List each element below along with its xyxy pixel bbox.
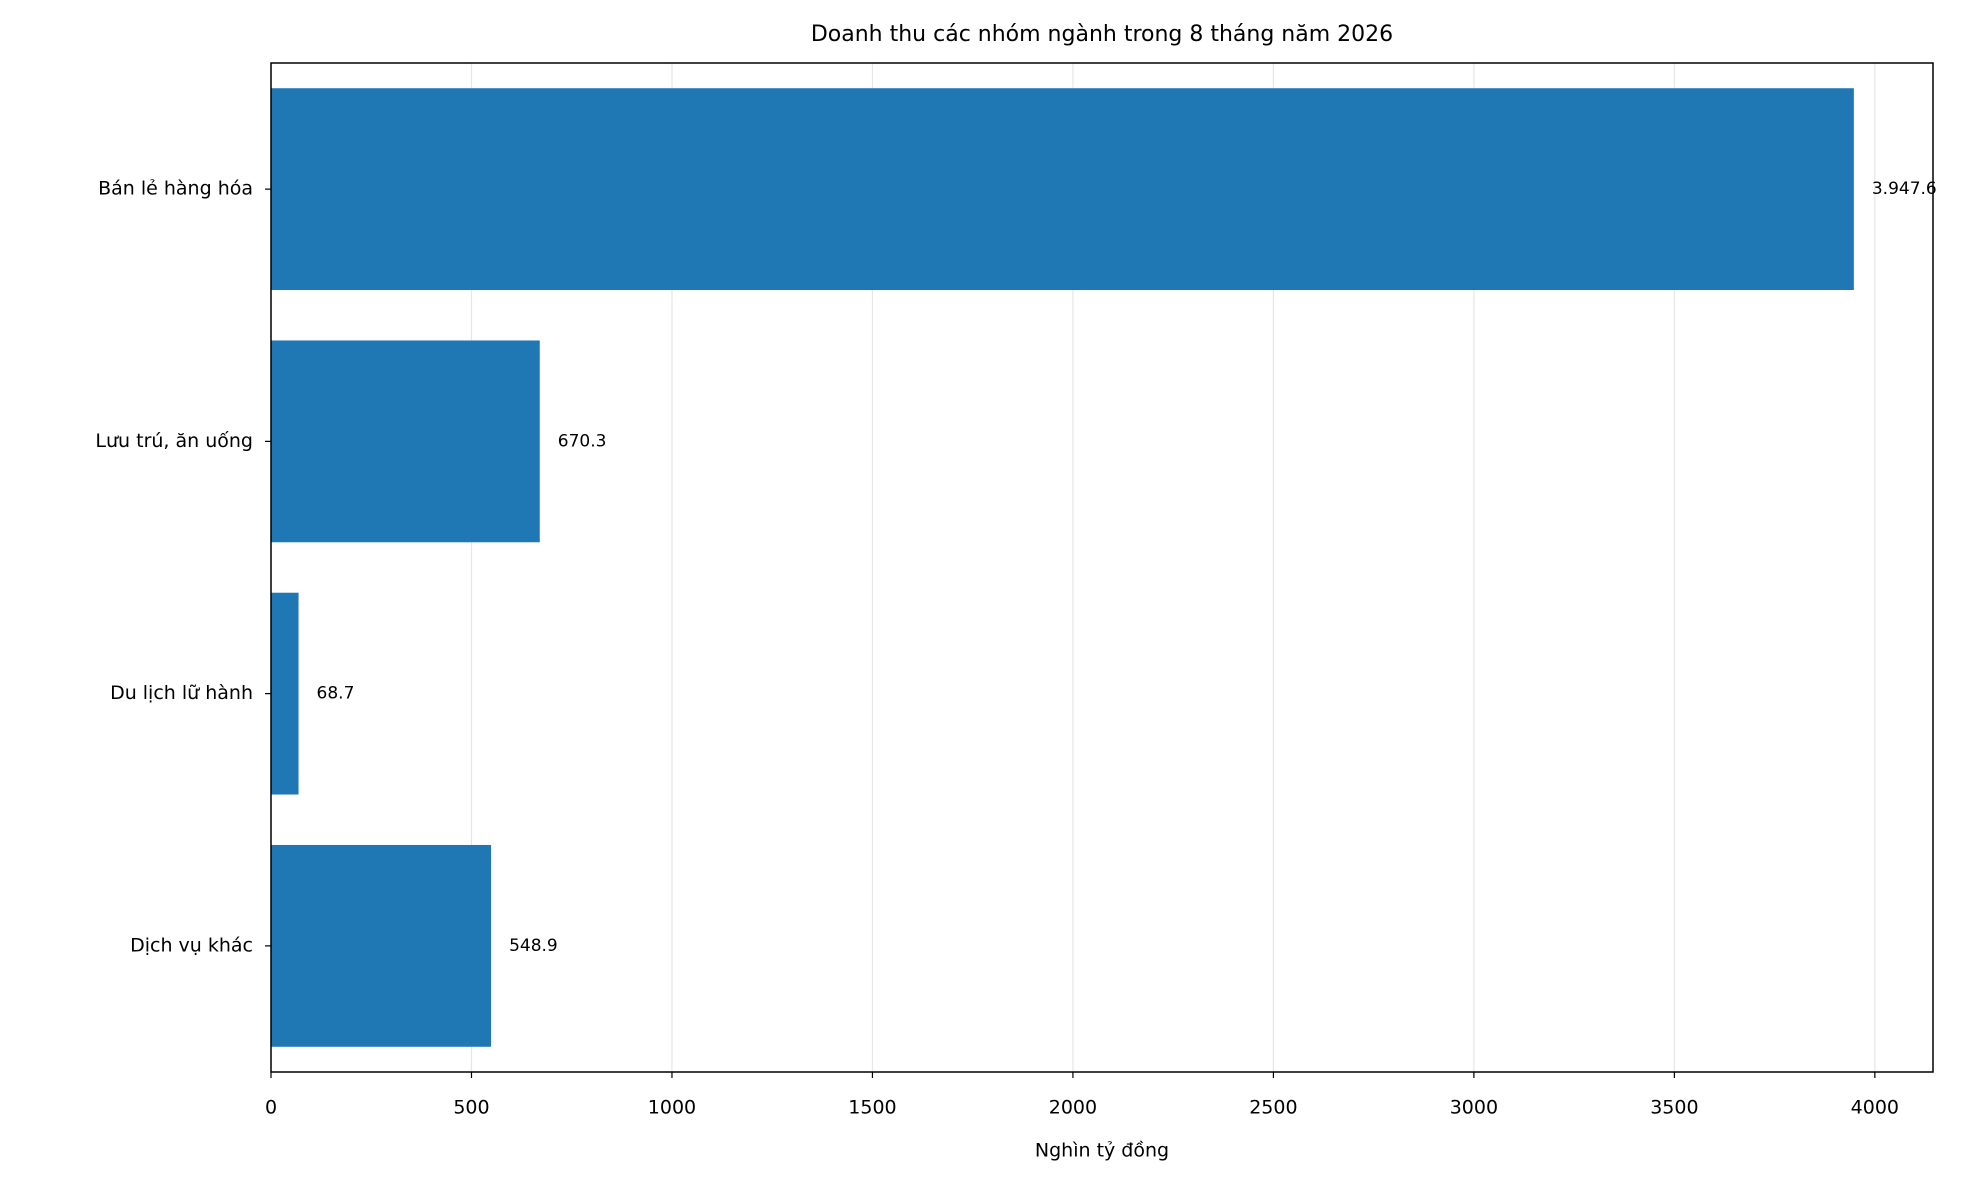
- x-tick-label: 4000: [1851, 1097, 1899, 1119]
- x-axis-label: Nghìn tỷ đồng: [1035, 1140, 1169, 1162]
- y-tick-label: Bán lẻ hàng hóa: [98, 178, 253, 200]
- x-tick-label: 500: [453, 1097, 489, 1119]
- value-label: 670.3: [558, 431, 607, 451]
- bar: [271, 844, 492, 1047]
- bar: [271, 592, 299, 795]
- y-tick-label: Lưu trú, ăn uống: [95, 430, 253, 452]
- bar: [271, 88, 1854, 291]
- chart-title: Doanh thu các nhóm ngành trong 8 tháng n…: [811, 22, 1393, 47]
- value-label: 548.9: [509, 936, 558, 956]
- x-tick-label: 3000: [1450, 1097, 1498, 1119]
- value-label: 68.7: [317, 684, 355, 704]
- plot-frame: [270, 62, 1934, 1073]
- x-tick-label: 0: [265, 1097, 277, 1119]
- y-tick-label: Dịch vụ khác: [130, 934, 253, 956]
- x-tick-label: 3500: [1650, 1097, 1698, 1119]
- x-tick-label: 1000: [648, 1097, 696, 1119]
- x-tick-label: 2000: [1049, 1097, 1097, 1119]
- value-label: 3.947.6: [1872, 179, 1937, 199]
- y-tick-label: Du lịch lữ hành: [110, 682, 253, 704]
- bar: [271, 340, 540, 543]
- x-tick-label: 1500: [848, 1097, 896, 1119]
- x-tick-label: 2500: [1249, 1097, 1297, 1119]
